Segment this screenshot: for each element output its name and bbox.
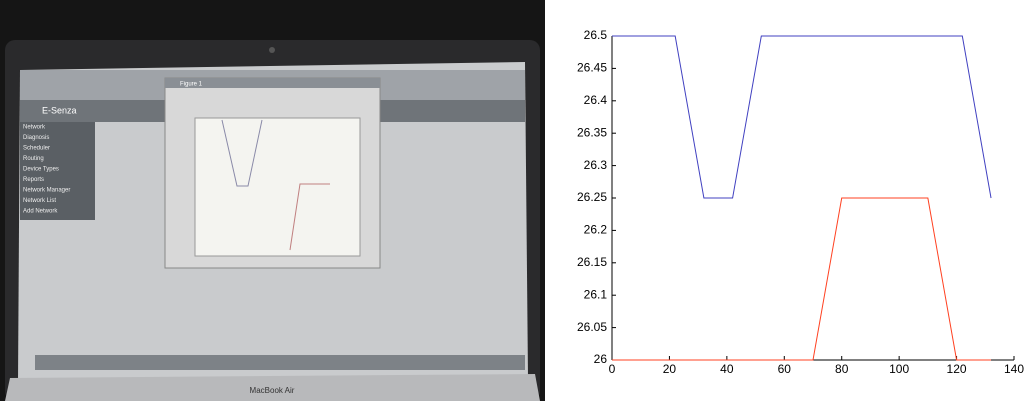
x-tick-label: 0 xyxy=(609,362,616,376)
y-tick-label: 26.4 xyxy=(584,93,608,107)
menu-item: Network List xyxy=(23,198,56,204)
y-tick-label: 26.5 xyxy=(584,28,608,42)
menu-item: Add Network xyxy=(23,209,58,215)
data-line xyxy=(612,36,991,198)
page: E-Senza Network Diagnosis Scheduler Routing… xyxy=(0,0,1034,401)
y-tick-label: 26.25 xyxy=(577,190,607,204)
chart: 26 26.05 26.1 26.15 26.2 26.25 26.3 26.35 26.4 26… xyxy=(577,28,1024,376)
menu-item: Reports xyxy=(23,177,44,183)
app-title: E-Senza xyxy=(42,105,77,115)
data-line xyxy=(612,198,991,360)
y-tick-label: 26.1 xyxy=(584,287,608,301)
menu-item: Diagnosis xyxy=(23,135,49,141)
y-tick-label: 26.2 xyxy=(584,223,608,237)
x-tick-label: 140 xyxy=(1004,362,1024,376)
x-tick-label: 100 xyxy=(889,362,909,376)
x-tick-label: 20 xyxy=(663,362,677,376)
y-tick-label: 26.05 xyxy=(577,320,607,334)
menu-item: Network Manager xyxy=(23,188,70,194)
x-tick-label: 60 xyxy=(778,362,792,376)
y-tick-label: 26.15 xyxy=(577,255,607,269)
x-tick-label: 120 xyxy=(947,362,967,376)
window-title: Figure 1 xyxy=(180,82,203,88)
x-tick-label: 40 xyxy=(720,362,734,376)
mini-plot xyxy=(195,118,360,256)
photo: E-Senza Network Diagnosis Scheduler Routing… xyxy=(0,0,545,401)
y-tick-label: 26.3 xyxy=(584,158,608,172)
camera xyxy=(269,47,275,53)
menu-item: Network xyxy=(23,125,46,131)
menu-item: Device Types xyxy=(23,167,59,173)
menu-item: Routing xyxy=(23,156,44,162)
y-tick-label: 26.45 xyxy=(577,61,607,75)
y-tick-label: 26.35 xyxy=(577,125,607,139)
laptop-label: MacBook Air xyxy=(250,386,295,395)
x-tick-label: 80 xyxy=(835,362,849,376)
taskbar xyxy=(35,355,525,370)
y-tick-label: 26 xyxy=(594,352,608,366)
menu-item: Scheduler xyxy=(23,146,50,152)
